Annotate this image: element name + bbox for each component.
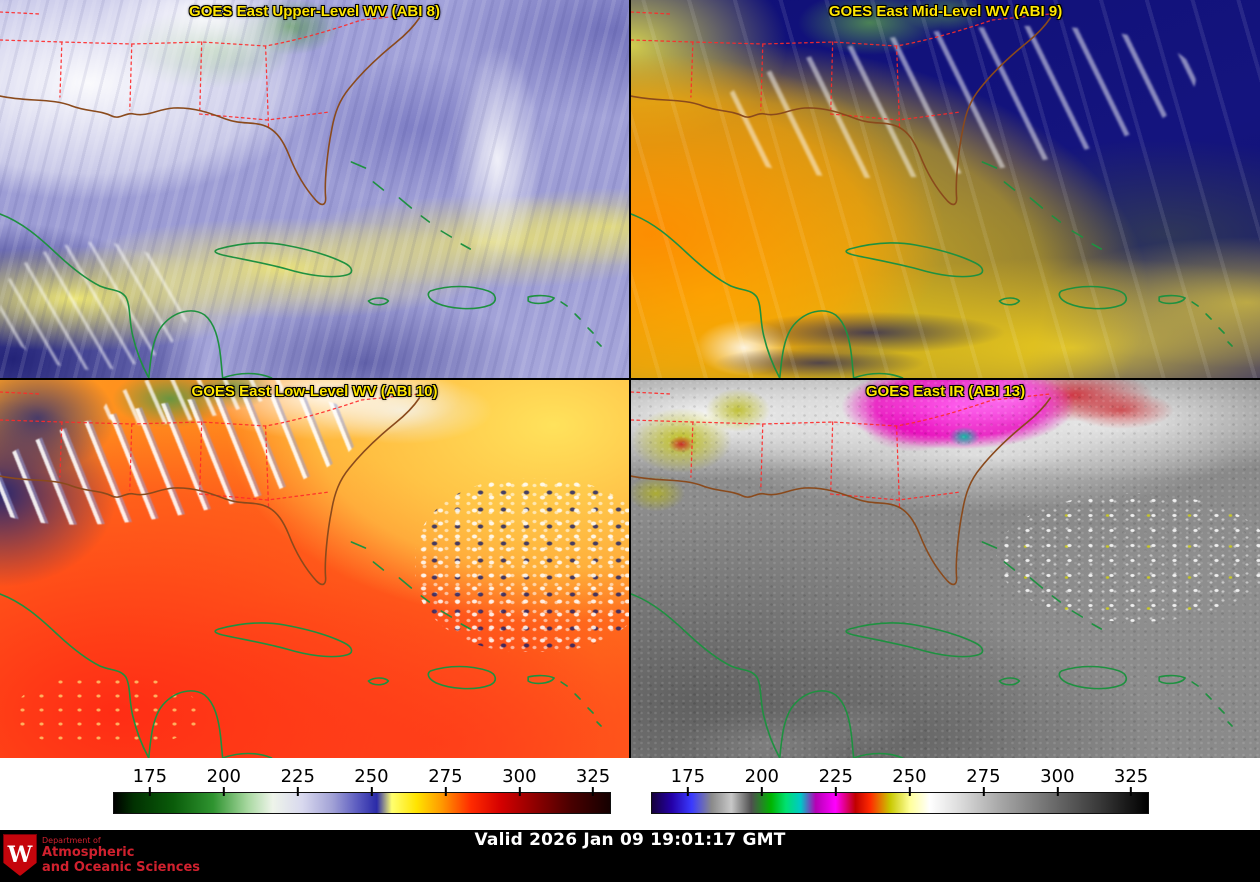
department-line-2: Atmospheric: [42, 844, 135, 860]
colorbar-strip: 175 200 225 250 275 300 325 175 200 225 …: [0, 758, 1260, 830]
abi9-mid-level-wv-imagery: [631, 0, 1260, 378]
coastline-overlay: [631, 391, 1233, 758]
panel-title-abi10: GOES East Low-Level WV (ABI 10): [191, 383, 438, 400]
wv-colorbar: 175 200 225 250 275 300 325: [113, 768, 611, 830]
colorbar-tick-label: 300: [1040, 766, 1075, 787]
crest-letter: W: [7, 842, 33, 868]
panel-title-abi8: GOES East Upper-Level WV (ABI 8): [189, 3, 440, 20]
panel-abi10: GOES East Low-Level WV (ABI 10): [0, 380, 629, 758]
coastline-overlay: [0, 11, 602, 378]
colorbar-tick-label: 250: [892, 766, 927, 787]
uw-aos-logo[interactable]: W Department of Atmospheric and Oceanic …: [3, 834, 200, 876]
coastline-overlay: [631, 11, 1233, 378]
wv-colorbar-gradient: [113, 792, 611, 814]
department-name: Department of Atmospheric and Oceanic Sc…: [42, 836, 200, 875]
department-line-1: Department of: [42, 835, 101, 845]
colorbar-tick-label: 300: [502, 766, 537, 787]
abi8-upper-level-wv-imagery: [0, 0, 629, 378]
colorbar-tick-label: 225: [280, 766, 315, 787]
colorbar-tick-label: 175: [132, 766, 168, 787]
valid-time-label: Valid 2026 Jan 09 19:01:17 GMT: [474, 830, 786, 850]
panel-abi9: GOES East Mid-Level WV (ABI 9): [631, 0, 1260, 378]
ir-colorbar-ticks: 175 200 225 250 275 300 325: [651, 768, 1149, 792]
coastline-overlay: [0, 391, 602, 758]
mottled-cloud-feature: [415, 478, 629, 653]
panel-title-abi13: GOES East IR (ABI 13): [865, 383, 1026, 400]
uw-crest-icon: W: [3, 834, 37, 876]
colorbar-tick-label: 275: [966, 766, 1001, 787]
mottled-cloud-feature: [12, 674, 202, 751]
cloud-streak-feature: [0, 241, 189, 371]
colorbar-tick-label: 250: [354, 766, 389, 787]
ir-colorbar: 175 200 225 250 275 300 325: [651, 768, 1149, 830]
colorbar-tick-label: 200: [744, 766, 779, 787]
ir-colorbar-gradient: [651, 792, 1149, 814]
mottled-cloud-feature: [995, 493, 1260, 622]
colorbar-tick-label: 225: [818, 766, 853, 787]
abi10-low-level-wv-imagery: [0, 380, 629, 758]
wv-colorbar-ticks: 175 200 225 250 275 300 325: [113, 768, 611, 792]
panel-abi13: GOES East IR (ABI 13): [631, 380, 1260, 758]
colorbar-tick-label: 275: [428, 766, 463, 787]
colorbar-tick-label: 325: [1113, 766, 1149, 787]
colorbar-tick-label: 325: [575, 766, 611, 787]
colorbar-tick-label: 200: [206, 766, 241, 787]
colorbar-tick-label: 175: [670, 766, 706, 787]
footer-bar: W Department of Atmospheric and Oceanic …: [0, 830, 1260, 882]
abi13-ir-imagery: [631, 380, 1260, 758]
panel-title-abi9: GOES East Mid-Level WV (ABI 9): [828, 3, 1063, 20]
panel-abi8: GOES East Upper-Level WV (ABI 8): [0, 0, 629, 378]
department-line-3: and Oceanic Sciences: [42, 859, 201, 875]
imagery-grid: GOES East Upper-Level WV (ABI 8) GOES Ea…: [0, 0, 1260, 758]
